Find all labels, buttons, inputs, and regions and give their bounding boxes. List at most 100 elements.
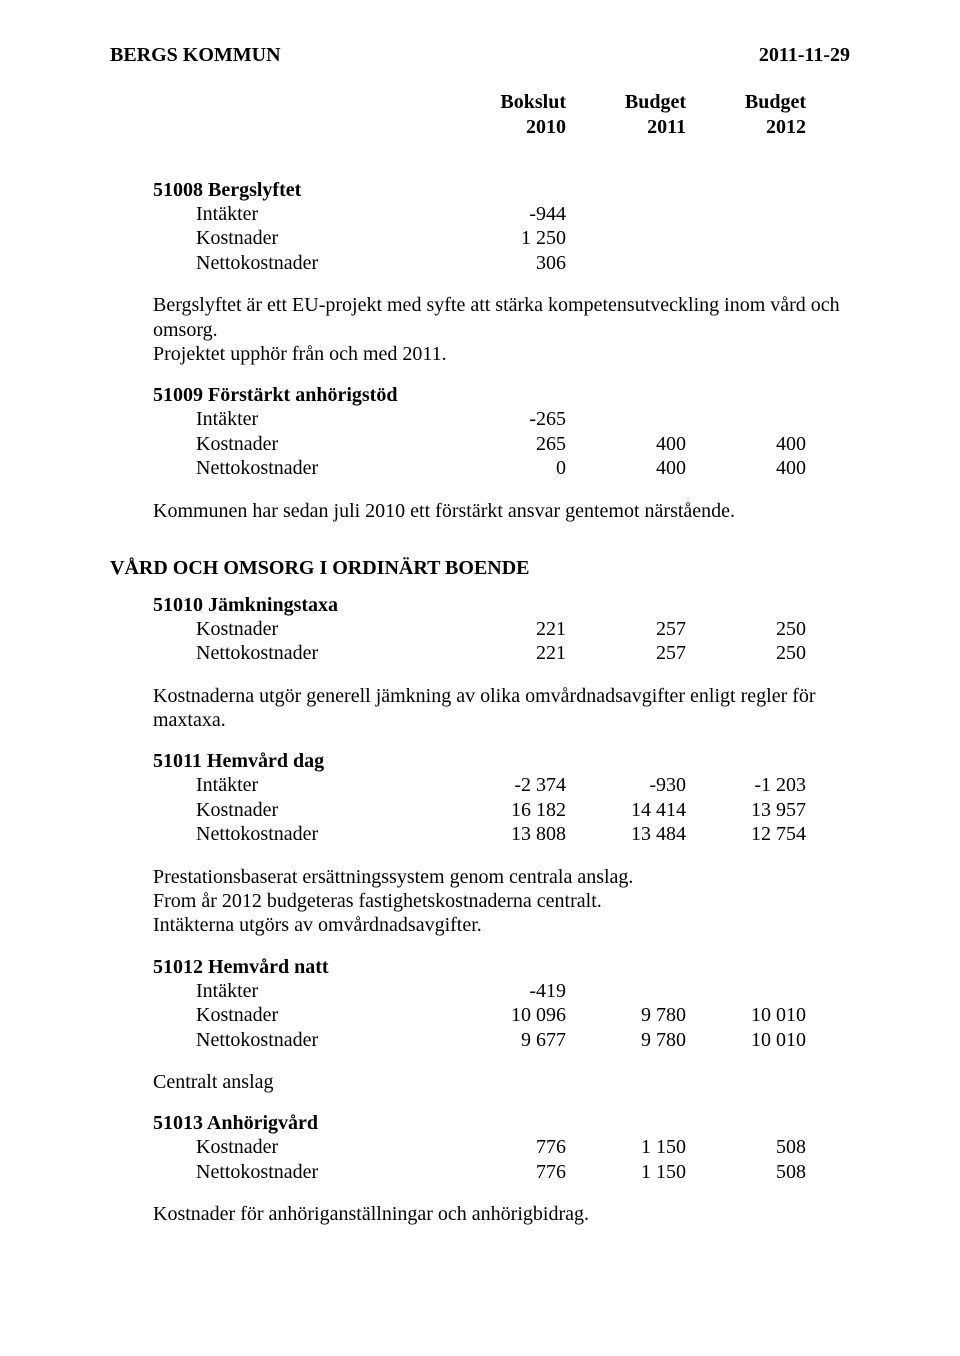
row-v1: -944 <box>446 202 566 226</box>
section-note: Kommunen har sedan juli 2010 ett förstär… <box>153 499 850 523</box>
row-v2: 400 <box>566 432 686 456</box>
row-v1: 13 808 <box>446 822 566 846</box>
col-head-1: Bokslut <box>446 91 566 114</box>
row-v2: 9 780 <box>566 1028 686 1052</box>
row-v2 <box>566 226 686 250</box>
row-label: Intäkter <box>196 407 446 431</box>
page: BERGS KOMMUN 2011-11-29 Bokslut Budget B… <box>0 0 960 1287</box>
col-year-2: 2011 <box>566 116 686 139</box>
column-years: 2010 2011 2012 <box>196 116 850 139</box>
section-note: Centralt anslag <box>153 1070 850 1094</box>
row-v3: 400 <box>686 456 806 480</box>
row-label: Nettokostnader <box>196 1028 446 1052</box>
row-v1: 776 <box>446 1135 566 1159</box>
row-v2 <box>566 407 686 431</box>
row-v1: 306 <box>446 251 566 275</box>
table-row: Nettokostnader 306 <box>196 251 850 275</box>
table-row: Nettokostnader 0 400 400 <box>196 456 850 480</box>
row-label: Nettokostnader <box>196 641 446 665</box>
row-v1: 1 250 <box>446 226 566 250</box>
table-row: Nettokostnader 776 1 150 508 <box>196 1160 850 1184</box>
row-label: Kostnader <box>196 432 446 456</box>
row-v2 <box>566 202 686 226</box>
row-v2: -930 <box>566 773 686 797</box>
row-v3: 10 010 <box>686 1003 806 1027</box>
row-label: Intäkter <box>196 979 446 1003</box>
page-header: BERGS KOMMUN 2011-11-29 <box>110 44 850 67</box>
row-v2: 400 <box>566 456 686 480</box>
row-label: Kostnader <box>196 798 446 822</box>
header-date: 2011-11-29 <box>759 44 850 67</box>
section-note: Intäkterna utgörs av omvårdnadsavgifter. <box>153 913 850 937</box>
row-v3: 508 <box>686 1160 806 1184</box>
section-note: Kostnaderna utgör generell jämkning av o… <box>153 684 850 733</box>
section-title: 51011 Hemvård dag <box>153 750 850 773</box>
org-name: BERGS KOMMUN <box>110 44 281 67</box>
row-v3 <box>686 202 806 226</box>
row-v1: 9 677 <box>446 1028 566 1052</box>
table-row: Intäkter -2 374 -930 -1 203 <box>196 773 850 797</box>
row-label: Nettokostnader <box>196 251 446 275</box>
row-label: Nettokostnader <box>196 822 446 846</box>
major-heading: VÅRD OCH OMSORG I ORDINÄRT BOENDE <box>110 557 850 580</box>
row-v1: -2 374 <box>446 773 566 797</box>
row-v1: 221 <box>446 617 566 641</box>
row-v2: 1 150 <box>566 1135 686 1159</box>
section-note: Kostnader för anhöriganställningar och a… <box>153 1202 850 1226</box>
row-v2: 13 484 <box>566 822 686 846</box>
table-row: Kostnader 16 182 14 414 13 957 <box>196 798 850 822</box>
row-v1: -265 <box>446 407 566 431</box>
table-row: Nettokostnader 9 677 9 780 10 010 <box>196 1028 850 1052</box>
row-label: Kostnader <box>196 226 446 250</box>
table-row: Nettokostnader 221 257 250 <box>196 641 850 665</box>
col-year-1: 2010 <box>446 116 566 139</box>
row-label: Intäkter <box>196 202 446 226</box>
row-v2 <box>566 251 686 275</box>
table-row: Intäkter -944 <box>196 202 850 226</box>
table-row: Kostnader 1 250 <box>196 226 850 250</box>
table-row: Kostnader 776 1 150 508 <box>196 1135 850 1159</box>
row-label: Intäkter <box>196 773 446 797</box>
column-headers: Bokslut Budget Budget <box>196 91 850 114</box>
row-v1: 10 096 <box>446 1003 566 1027</box>
row-label: Kostnader <box>196 617 446 641</box>
row-v2 <box>566 979 686 1003</box>
row-label: Kostnader <box>196 1135 446 1159</box>
row-v2: 1 150 <box>566 1160 686 1184</box>
section-note: Projektet upphör från och med 2011. <box>153 342 850 366</box>
row-v1: 0 <box>446 456 566 480</box>
row-label: Kostnader <box>196 1003 446 1027</box>
row-v3: 250 <box>686 617 806 641</box>
row-v1: 16 182 <box>446 798 566 822</box>
row-label: Nettokostnader <box>196 1160 446 1184</box>
row-v2: 257 <box>566 617 686 641</box>
section-note: Bergslyftet är ett EU-projekt med syfte … <box>153 293 850 342</box>
row-v3 <box>686 226 806 250</box>
row-v3: 400 <box>686 432 806 456</box>
row-v3: 508 <box>686 1135 806 1159</box>
table-row: Kostnader 265 400 400 <box>196 432 850 456</box>
row-v3 <box>686 979 806 1003</box>
row-v2: 257 <box>566 641 686 665</box>
row-v3 <box>686 251 806 275</box>
row-label: Nettokostnader <box>196 456 446 480</box>
row-v3: 10 010 <box>686 1028 806 1052</box>
row-v3: -1 203 <box>686 773 806 797</box>
row-v2: 14 414 <box>566 798 686 822</box>
row-v3: 250 <box>686 641 806 665</box>
table-row: Intäkter -265 <box>196 407 850 431</box>
section-title: 51013 Anhörigvård <box>153 1112 850 1135</box>
row-v1: 776 <box>446 1160 566 1184</box>
section-title: 51010 Jämkningstaxa <box>153 594 850 617</box>
row-v3: 12 754 <box>686 822 806 846</box>
row-v3: 13 957 <box>686 798 806 822</box>
col-head-3: Budget <box>686 91 806 114</box>
section-title: 51009 Förstärkt anhörigstöd <box>153 384 850 407</box>
section-note: Prestationsbaserat ersättningssystem gen… <box>153 865 850 889</box>
table-row: Nettokostnader 13 808 13 484 12 754 <box>196 822 850 846</box>
table-row: Kostnader 221 257 250 <box>196 617 850 641</box>
table-row: Intäkter -419 <box>196 979 850 1003</box>
col-year-3: 2012 <box>686 116 806 139</box>
row-v3 <box>686 407 806 431</box>
row-v2: 9 780 <box>566 1003 686 1027</box>
